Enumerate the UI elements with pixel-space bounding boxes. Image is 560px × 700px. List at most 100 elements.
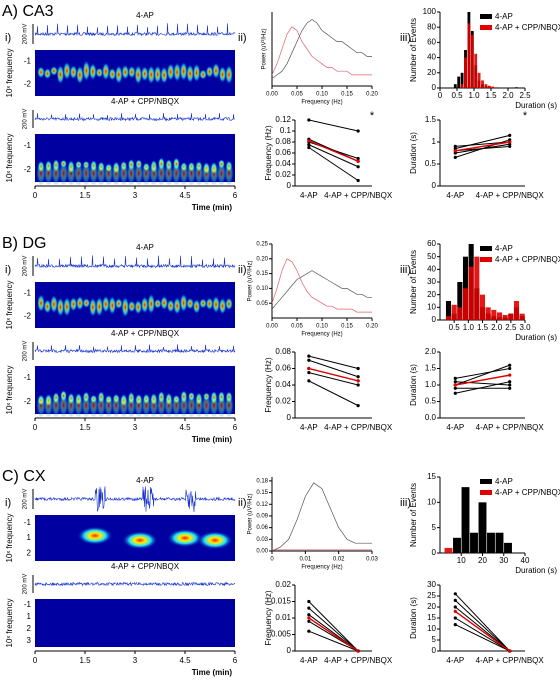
paired-line [455, 381, 510, 394]
histogram-bar [484, 84, 488, 88]
x-tick-label: 0 [33, 191, 38, 200]
histogram-bar [462, 288, 469, 320]
x-tick-label: 0.20 [366, 324, 378, 330]
y-tick-label: 20 [427, 68, 436, 77]
histogram-bar [460, 84, 464, 88]
category-label: 4-AP + CPP/NBQX [324, 656, 393, 665]
paired-point [356, 649, 360, 653]
paired-point [508, 383, 512, 387]
y-tick-label: 0.06 [275, 148, 291, 157]
spectro-tick-label: -1 [24, 289, 32, 298]
paired-line [308, 119, 359, 132]
spectrogram-blob [88, 297, 97, 318]
sub-label: ii) [238, 32, 247, 44]
panel-label: C) CX [2, 468, 46, 485]
spectrogram-blob [224, 393, 234, 418]
y-tick-label: 1 [432, 137, 437, 146]
paired-point [508, 140, 512, 144]
y-tick-label: 0.0 [425, 413, 437, 422]
scale-label: 200 mV [23, 489, 29, 510]
spectro-tick-label: 1 [27, 612, 32, 621]
spectrogram-blob [148, 393, 159, 418]
spectrogram-blob [118, 393, 129, 418]
spectrogram-blob [95, 296, 104, 318]
panel-label: B) DG [2, 235, 46, 252]
spectrogram-blob [43, 298, 52, 315]
x-tick-label: 0 [33, 423, 38, 432]
y-tick-label: 20 [427, 602, 436, 611]
y-axis-label: Frequency (Hz) [264, 590, 273, 645]
spectrogram-blob [147, 64, 156, 85]
y-tick-label: 25 [427, 591, 436, 600]
legend-label: 4-AP [495, 12, 513, 21]
eeg-trace [34, 581, 236, 587]
spectrum-line [271, 26, 372, 76]
spectrogram-blob [171, 161, 182, 186]
spectrogram-blob [43, 393, 54, 418]
spectrogram-blob [163, 393, 174, 418]
histogram-bar [464, 57, 467, 88]
x-tick-label: 2.0 [502, 91, 514, 100]
spectro-tick-label: 3 [27, 636, 32, 645]
histogram-bar [467, 23, 471, 88]
x-tick-label: 0.5 [449, 323, 461, 332]
y-tick-label: 0 [432, 181, 437, 190]
x-tick-label: 0.15 [341, 92, 353, 98]
spectrogram-blob [133, 161, 144, 186]
y-axis-label: Power (uV²/Hz) [262, 28, 268, 69]
paired-line [455, 624, 510, 652]
category-label: 4-AP [446, 191, 464, 200]
spectrogram-blob [225, 297, 233, 311]
spectrogram-blob [43, 161, 54, 186]
spectrogram-blob [134, 64, 143, 85]
histogram-bar [462, 256, 469, 320]
trace-label: 4-AP [136, 11, 154, 20]
spectrogram-blob [81, 161, 92, 186]
y-tick-label: 0.5 [425, 159, 437, 168]
spectrogram-blob [36, 161, 46, 186]
spectrum-line [271, 482, 372, 552]
paired-point [508, 144, 512, 148]
paired-point [356, 383, 360, 387]
paired-point [307, 354, 311, 358]
paired-point [453, 609, 457, 614]
paired-point [307, 619, 311, 623]
y-tick-label: 2.0 [425, 347, 437, 356]
paired-point [508, 380, 512, 384]
spectro-tick-label: -2 [24, 397, 32, 406]
spectrogram-blob [103, 161, 114, 186]
spectrogram-blob [66, 161, 77, 186]
histogram-bar [508, 313, 514, 320]
paired-point [356, 156, 360, 161]
y-axis-label: Frequency (Hz) [264, 125, 273, 180]
spectro-tick-label: -1 [24, 518, 32, 527]
x-tick-label: 0.20 [366, 92, 378, 98]
spectro-tick-label: -1 [24, 57, 32, 66]
spectrogram-blob [82, 59, 91, 82]
spectrogram-blob [160, 295, 169, 311]
y-axis-label: Power (uV²/Hz) [248, 493, 254, 534]
spectrogram-blob [133, 393, 144, 418]
paired-line [308, 630, 359, 652]
spectro-ylabel: 10ˣ frequency [5, 366, 14, 415]
paired-point [508, 138, 512, 142]
spectrogram-blob [173, 296, 182, 316]
paired-line [455, 364, 510, 386]
histogram-bar [481, 80, 484, 88]
x-tick-label: 0.01 [299, 557, 311, 563]
y-tick-label: 0.09 [256, 514, 268, 520]
spectro-ylabel: 10ˣ frequency [5, 281, 14, 330]
x-tick-label: 0 [33, 656, 38, 665]
paired-point [307, 613, 311, 617]
y-tick-label: 0.02 [275, 170, 291, 179]
histogram-bar [494, 87, 498, 88]
paired-point [307, 139, 311, 143]
spectrogram-blob [69, 64, 78, 80]
spectrogram-blob [167, 528, 203, 548]
spectrogram-blob [51, 393, 62, 418]
y-tick-label: 10 [427, 497, 436, 506]
spectrogram-blob [51, 161, 62, 186]
y-tick-label: 100 [423, 7, 437, 16]
spectrogram-blob [186, 393, 197, 418]
spectro-tick-label: -2 [24, 165, 32, 174]
